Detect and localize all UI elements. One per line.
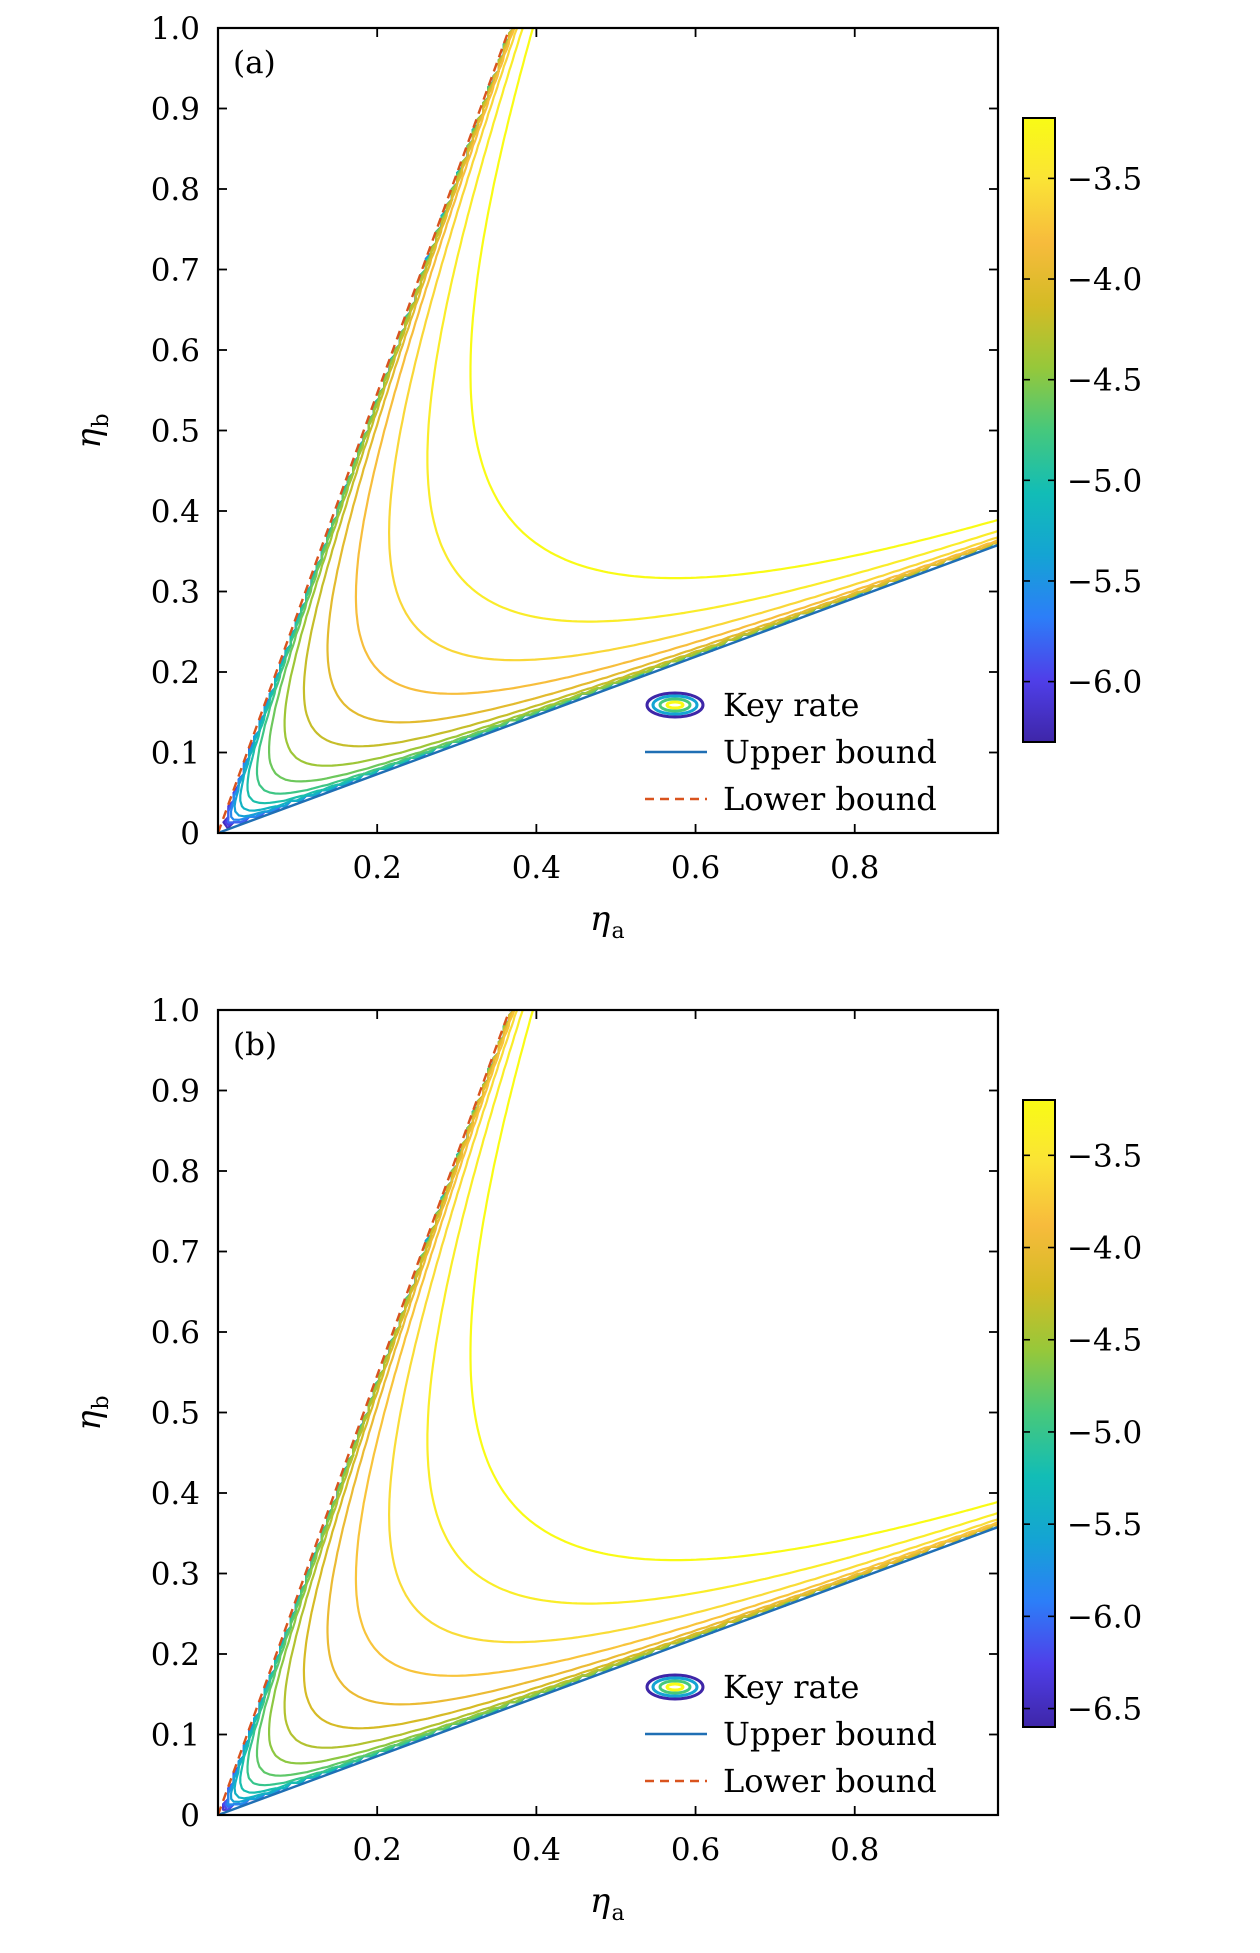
x-axis-label-subscript: a — [611, 1901, 624, 1926]
y-tick-label: 0.7 — [151, 253, 200, 289]
colorbar-tick-label: −6.0 — [1067, 665, 1142, 701]
legend-key-rate-label: Key rate — [723, 1668, 859, 1706]
colorbar-tick-label: −4.0 — [1067, 1231, 1142, 1267]
plot-background — [218, 1010, 998, 1815]
bounds-group — [218, 1010, 998, 1815]
colorbar-tick-label: −4.5 — [1067, 363, 1142, 399]
x-tick-label: 0.8 — [830, 850, 879, 886]
y-tick-label: 0 — [180, 816, 200, 852]
contour-line-level-16 — [426, 1010, 998, 1605]
y-tick-label: 0.2 — [151, 1637, 200, 1673]
contour-line-level-12 — [354, 28, 998, 695]
colorbar-tick-label: −4.0 — [1067, 262, 1142, 298]
contour-line-level-14 — [354, 1010, 998, 1677]
y-tick-label: 0.8 — [151, 172, 200, 208]
y-tick-label: 0.5 — [151, 414, 200, 450]
colorbar-tick-label: −5.5 — [1067, 564, 1142, 600]
legend-lower-bound-label: Lower bound — [723, 1762, 937, 1800]
legend: Key rate Upper bound Lower bound — [645, 686, 937, 818]
x-tick-label: 0.8 — [830, 1832, 879, 1868]
y-tick-label: 0.8 — [151, 1154, 200, 1190]
y-axis-label: η — [69, 428, 109, 449]
legend-key-rate-swatch-ring — [665, 700, 685, 710]
upper-bound-line — [218, 1525, 998, 1815]
y-tick-label: 0.5 — [151, 1396, 200, 1432]
panel-b: 0.2 0.4 0.6 0.8 0 0.1 0.2 0.3 0.4 0.5 0.6 0.7 0.8 0.9… — [69, 993, 1142, 1926]
panel-a: 0.2 0.4 0.6 0.8 0 0.1 0.2 0.3 0.4 0.5 0.6 0.7 0.8 0.9… — [69, 11, 1142, 944]
y-tick-label: 0.3 — [151, 575, 200, 611]
contour-line-level-13 — [388, 28, 998, 662]
y-tick-label: 0.9 — [151, 1074, 200, 1110]
contour-line-level-17 — [469, 1010, 998, 1562]
x-tick-label: 0.4 — [512, 1832, 561, 1868]
y-tick-label: 1.0 — [151, 11, 200, 47]
lower-bound-line — [218, 1010, 511, 1815]
colorbar-tick-label: −6.5 — [1067, 1692, 1142, 1728]
x-tick-label: 0.2 — [353, 850, 402, 886]
y-axis-label: η — [69, 1410, 109, 1431]
plot-background — [218, 28, 998, 833]
y-axis-label-subscript: b — [89, 413, 114, 427]
upper-bound-line — [218, 543, 998, 833]
legend-key-rate-swatch-ring — [651, 1676, 699, 1698]
legend-key-rate-swatch-ring — [645, 1673, 705, 1701]
legend-key-rate-label: Key rate — [723, 686, 859, 724]
y-tick-label: 0.4 — [151, 494, 200, 530]
lower-bound-line — [218, 28, 511, 833]
colorbar-tick-label: −4.5 — [1067, 1323, 1142, 1359]
x-tick-label: 0.6 — [671, 1832, 720, 1868]
y-tick-label: 0.9 — [151, 92, 200, 128]
y-axis-label-group: ηb — [69, 413, 114, 448]
legend-upper-bound-label: Upper bound — [723, 733, 937, 771]
legend-key-rate-swatch-ring — [665, 1682, 685, 1692]
contour-line-level-13 — [326, 1010, 998, 1706]
panel-label: (b) — [233, 1027, 277, 1063]
y-tick-label: 0.2 — [151, 655, 200, 691]
legend-key-rate-swatch-ring — [658, 697, 692, 713]
y-tick-label: 0.6 — [151, 333, 200, 369]
colorbar — [1022, 1099, 1056, 1728]
y-tick-label: 0.1 — [151, 736, 200, 772]
legend: Key rate Upper bound Lower bound — [645, 1668, 937, 1800]
contour-line-level-15 — [469, 28, 998, 580]
contour-line-level-14 — [426, 28, 998, 623]
panel-label: (a) — [233, 45, 276, 81]
bounds-group — [218, 28, 998, 833]
legend-key-rate-swatch-ring — [645, 691, 705, 719]
x-axis-label: η — [590, 899, 611, 939]
x-axis-label: η — [590, 1881, 611, 1921]
y-tick-label: 0.4 — [151, 1476, 200, 1512]
x-tick-label: 0.6 — [671, 850, 720, 886]
legend-lower-bound-label: Lower bound — [723, 780, 937, 818]
y-tick-label: 0.6 — [151, 1315, 200, 1351]
colorbar-tick-label: −6.0 — [1067, 1599, 1142, 1635]
legend-key-rate-swatch-ring — [651, 694, 699, 716]
y-tick-label: 0.3 — [151, 1557, 200, 1593]
contour-line-level-11 — [326, 28, 998, 724]
y-tick-label: 0.1 — [151, 1718, 200, 1754]
contour-line-level-15 — [388, 1010, 998, 1644]
colorbar-tick-label: −5.0 — [1067, 463, 1142, 499]
y-tick-label: 1.0 — [151, 993, 200, 1029]
x-axis-label-subscript: a — [611, 919, 624, 944]
legend-upper-bound-label: Upper bound — [723, 1715, 937, 1753]
colorbar-tick-label: −5.0 — [1067, 1415, 1142, 1451]
legend-key-rate-swatch-ring — [658, 1679, 692, 1695]
y-tick-label: 0 — [180, 1798, 200, 1834]
x-tick-label: 0.2 — [353, 1832, 402, 1868]
colorbar-tick-label: −3.5 — [1067, 161, 1142, 197]
colorbar — [1022, 117, 1056, 743]
colorbar-tick-label: −3.5 — [1067, 1138, 1142, 1174]
y-axis-label-group: ηb — [69, 1395, 114, 1430]
y-tick-label: 0.7 — [151, 1235, 200, 1271]
x-tick-label: 0.4 — [512, 850, 561, 886]
y-axis-label-subscript: b — [89, 1395, 114, 1409]
colorbar-tick-label: −5.5 — [1067, 1507, 1142, 1543]
